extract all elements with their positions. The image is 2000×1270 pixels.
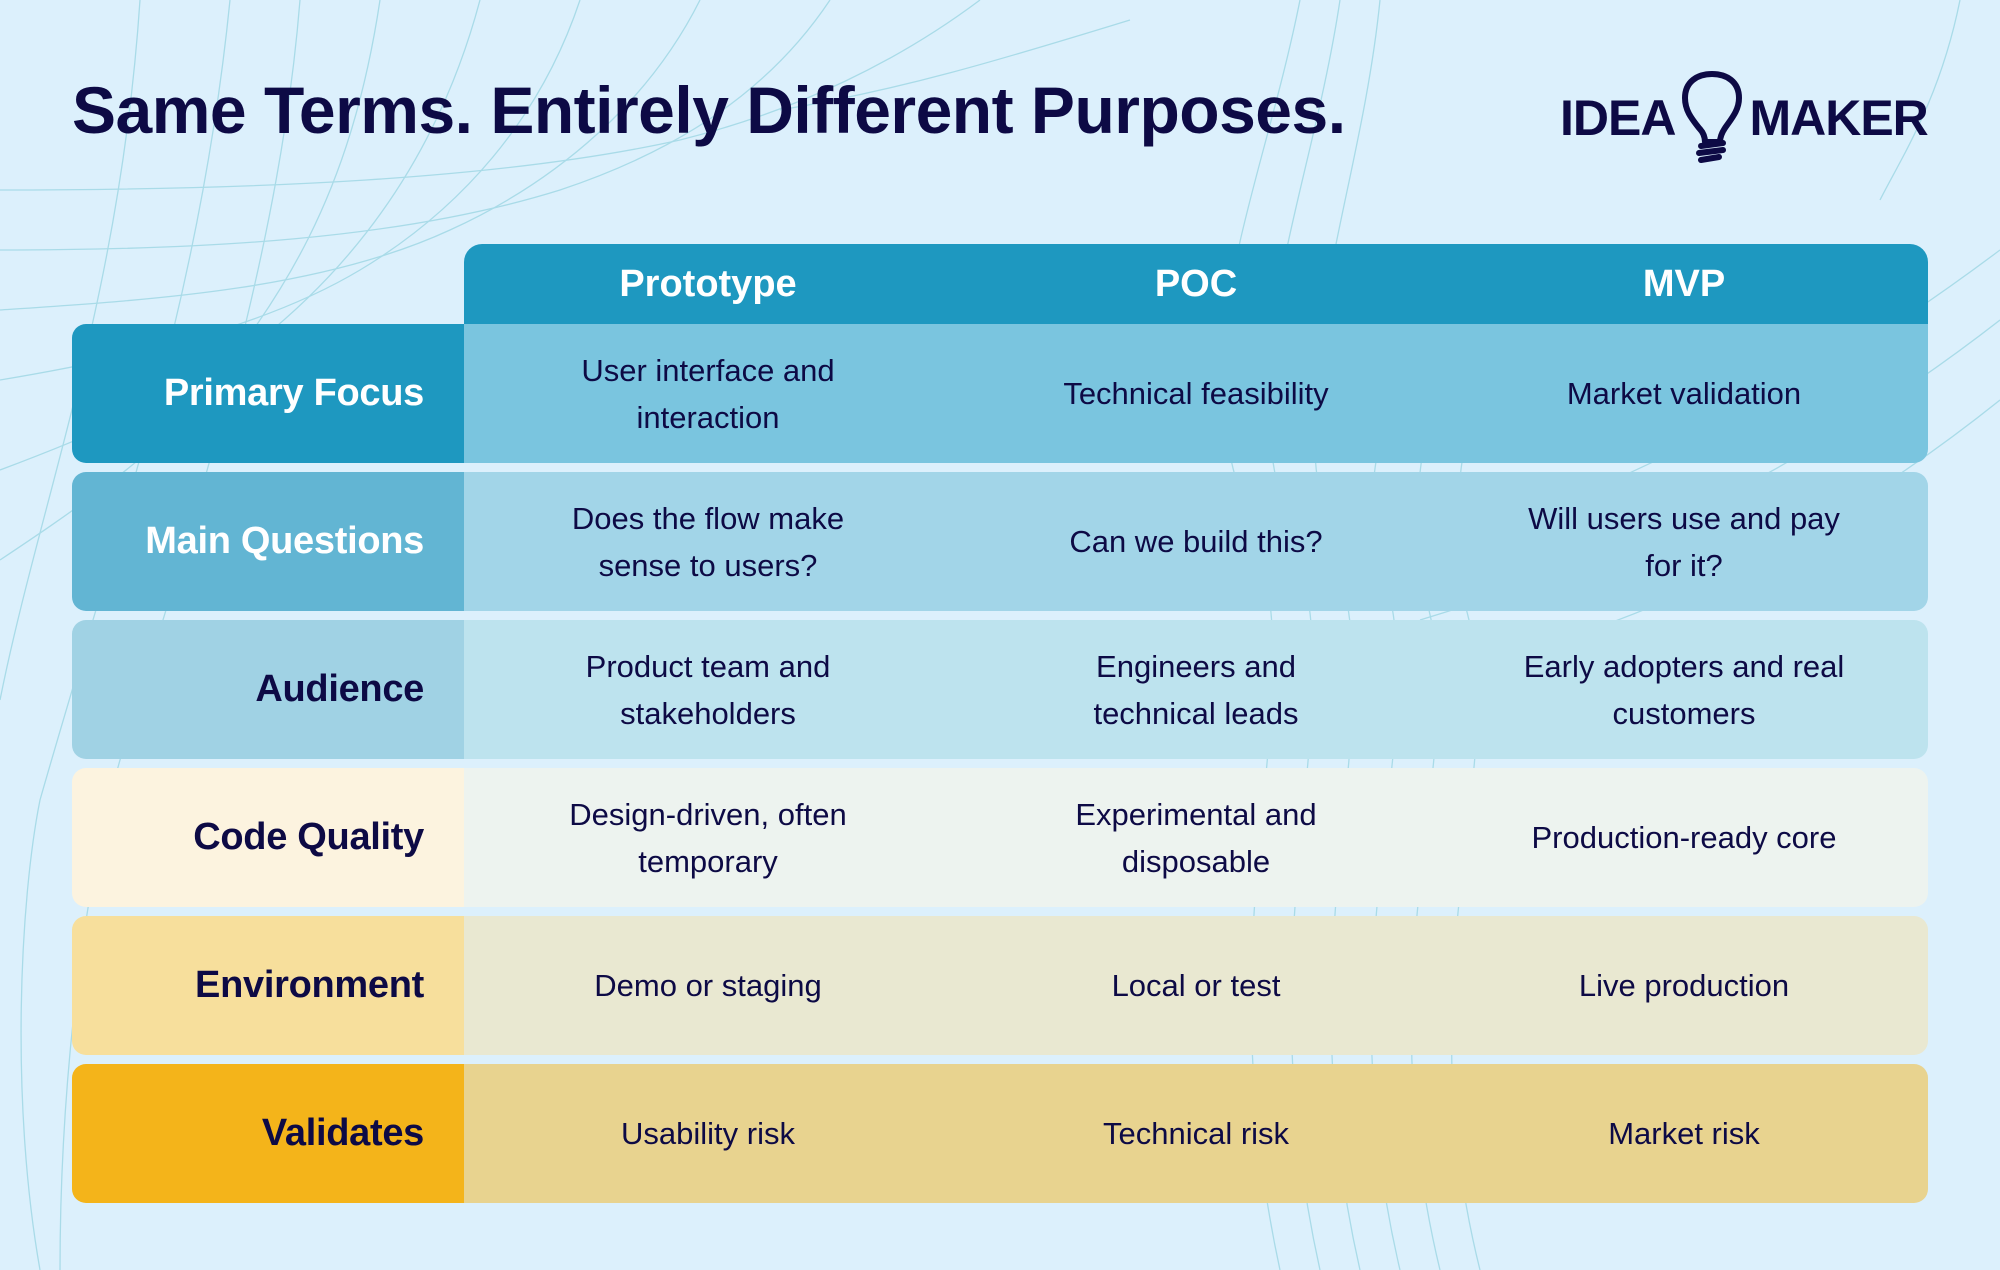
table-row-main-questions: Main Questions Does the flow make sense … [72, 472, 1928, 611]
column-header-prototype: Prototype [619, 262, 797, 305]
table-cell: Local or test [1111, 968, 1281, 1003]
table-row-audience: Audience Product team and stakeholders E… [72, 620, 1928, 759]
table-cell: Does the flow make sense to users? [571, 500, 845, 583]
table-row-environment: Environment Demo or staging Local or tes… [72, 916, 1928, 1055]
table-cell: Live production [1578, 968, 1790, 1003]
table-cell: Demo or staging [594, 968, 822, 1003]
table-cell: Product team and stakeholders [585, 648, 831, 731]
table-cell: Can we build this? [1069, 524, 1323, 559]
table-cell: Production-ready core [1531, 820, 1837, 855]
page-title: Same Terms. Entirely Different Purposes. [72, 73, 1346, 147]
table-row-primary-focus: Primary Focus User interface and interac… [72, 324, 1928, 463]
row-label: Primary Focus [72, 324, 464, 463]
table-cell: Engineers and technical leads [1093, 648, 1299, 731]
table-cell: User interface and interaction [581, 352, 835, 435]
table-cell: Experimental and disposable [1075, 796, 1317, 879]
table-cell: Technical risk [1102, 1116, 1290, 1151]
row-label: Code Quality [72, 768, 464, 907]
table-cell: Usability risk [621, 1116, 795, 1151]
table-cell: Technical feasibility [1063, 376, 1329, 411]
table-row-validates: Validates Usability risk Technical risk … [72, 1064, 1928, 1203]
logo-word-maker: MAKER [1749, 90, 1928, 146]
table-cell: Market validation [1566, 376, 1802, 411]
column-header-poc: POC [1154, 262, 1238, 305]
row-label: Validates [72, 1064, 464, 1203]
table-row-code-quality: Code Quality Design-driven, often tempor… [72, 768, 1928, 907]
idea-maker-logo: IDEA MAKER [1560, 70, 1929, 166]
table-cell: Market risk [1608, 1116, 1760, 1151]
lightbulb-icon [1682, 71, 1743, 163]
column-header-mvp: MVP [1642, 262, 1726, 305]
row-label: Main Questions [72, 472, 464, 611]
table-cell: Early adopters and real customers [1523, 648, 1845, 731]
row-label: Audience [72, 620, 464, 759]
logo-word-idea: IDEA [1560, 90, 1676, 146]
table-cell: Will users use and pay for it? [1528, 500, 1840, 583]
table-header: Prototype POC MVP [464, 244, 1928, 324]
table-cell: Design-driven, often temporary [569, 796, 847, 879]
row-label: Environment [72, 916, 464, 1055]
